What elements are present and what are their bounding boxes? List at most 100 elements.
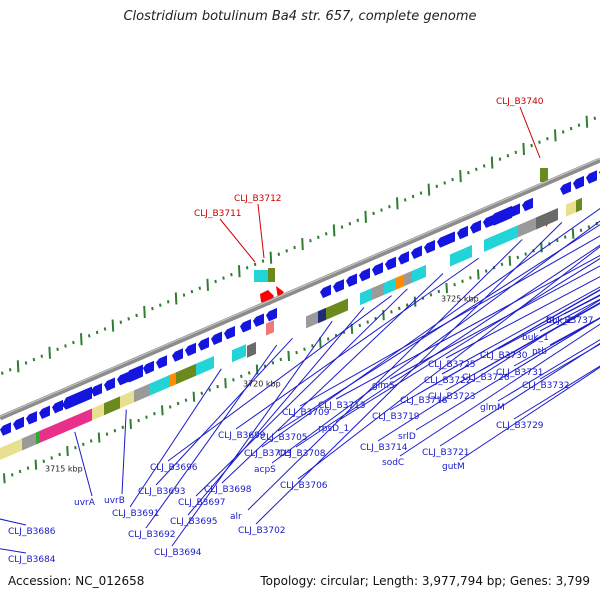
gene-arrow [320, 284, 331, 299]
inner-tick-mark [571, 228, 575, 239]
outer-tick-mark [561, 130, 565, 134]
gene-arrow [522, 197, 533, 212]
gene-arrow [586, 170, 597, 184]
inner-tick-mark [208, 388, 211, 392]
cog-block [576, 197, 582, 213]
outer-tick-mark [427, 183, 431, 196]
gene-callout-line [295, 244, 600, 448]
gene-label: CLJ_B3726 [462, 373, 510, 383]
outer-tick-mark [498, 157, 502, 161]
cog-block [36, 430, 40, 445]
gene-callout-line [221, 273, 444, 484]
gene-label: CLJ_B3706 [280, 481, 328, 491]
gene-label: sodC [382, 458, 404, 468]
outer-tick-mark [388, 204, 391, 209]
gene-arrow [185, 342, 196, 357]
outer-tick-mark [32, 357, 36, 362]
outer-tick-mark [340, 225, 344, 229]
gene-callout-line [299, 235, 600, 407]
outer-tick-mark [222, 276, 225, 280]
inner-tick-mark [58, 452, 61, 457]
inner-tick-mark [500, 262, 504, 266]
outer-tick-mark [372, 211, 375, 216]
gene-arrow [91, 383, 102, 397]
outer-tick-mark [190, 289, 194, 294]
backbone-line [0, 157, 600, 421]
gene-label: CLJ_B3699 [218, 431, 266, 441]
inner-tick-mark [26, 466, 30, 470]
gene-callout-line [121, 409, 127, 495]
outer-tick-mark [396, 197, 399, 210]
gene-callout-line [399, 323, 600, 457]
gene-label: CLJ_B3708 [278, 449, 326, 459]
gene-label: srlD [398, 432, 416, 442]
gene-label: acpS [254, 465, 276, 475]
outer-tick-mark [24, 361, 28, 365]
gene-label-layer: CLJ_B3684 CLJ_B3686 uvrA uvrB CLJ_B3691 CLJ_B… [8, 316, 594, 565]
outer-tick-mark [245, 266, 249, 270]
inner-tick-mark [303, 347, 306, 351]
inner-tick-mark [484, 269, 488, 273]
rna-gene-label: CLJ_B3711 [194, 209, 242, 219]
inner-tick-mark [113, 429, 117, 433]
outer-tick-mark [546, 137, 549, 141]
gene-arrow [104, 377, 115, 391]
inner-tick-mark [390, 310, 393, 314]
gene-label: CLJ_B3705 [260, 433, 308, 443]
gene-callout-line [187, 307, 365, 516]
cog-block [384, 277, 396, 295]
outer-tick-mark [87, 334, 91, 338]
gene-label: CLJ_B3703 [244, 449, 292, 459]
cog-block [450, 245, 472, 267]
outer-tick-mark [380, 208, 383, 212]
gene-label: CLJ_B3702 [238, 526, 286, 536]
outer-tick-mark [451, 177, 454, 182]
inner-tick-mark [66, 446, 69, 457]
inner-tick-mark [398, 306, 401, 311]
gene-callout-line [235, 257, 480, 430]
cog-block [306, 311, 318, 329]
gene-callout-line [247, 239, 523, 511]
outer-tick-mark [459, 170, 462, 183]
outer-tick-mark [403, 198, 407, 202]
inner-tick-mark [469, 276, 472, 280]
gene-arrow [490, 205, 512, 226]
inner-tick-mark [247, 371, 251, 375]
outer-tick-track [1, 115, 597, 375]
outer-tick-mark [40, 354, 44, 358]
inner-tick-mark [224, 378, 227, 389]
outer-tick-mark [309, 238, 312, 243]
gene-callout-line [255, 222, 563, 525]
inner-tick-mark [74, 446, 77, 450]
cog-block [396, 274, 404, 290]
gene-label: CLJ_B3714 [360, 443, 408, 453]
outer-tick-mark [182, 293, 186, 297]
gene-arrow [372, 262, 383, 276]
inner-tick-mark [461, 279, 464, 283]
outer-tick-mark [206, 278, 209, 291]
cog-block [360, 288, 372, 306]
inner-tick-mark [42, 459, 46, 463]
inner-tick-mark [153, 412, 156, 416]
gene-arrow [266, 307, 277, 322]
gene-callout-line [335, 258, 600, 423]
gene-label: CLJ_B3698 [204, 485, 252, 495]
gene-arrow [457, 225, 468, 240]
backbone-track [0, 157, 600, 421]
gene-callout-line [195, 288, 408, 497]
gene-arrow [333, 279, 344, 293]
gene-callout-line [417, 289, 600, 395]
inner-tick-mark [232, 378, 235, 382]
inner-tick-mark [279, 357, 283, 362]
backbone-highlight [0, 158, 600, 417]
gene-label: CLJ_B3737 [546, 316, 594, 326]
gene-label: CLJ_B3731 [496, 368, 544, 378]
outer-tick-mark [569, 126, 573, 131]
cog-block [566, 200, 576, 217]
inner-tick-mark [240, 374, 243, 379]
inner-tick-mark [192, 391, 196, 402]
inner-tick-mark [168, 405, 172, 409]
gene-callout-lines [0, 207, 600, 554]
rna-gene-block [268, 268, 275, 282]
